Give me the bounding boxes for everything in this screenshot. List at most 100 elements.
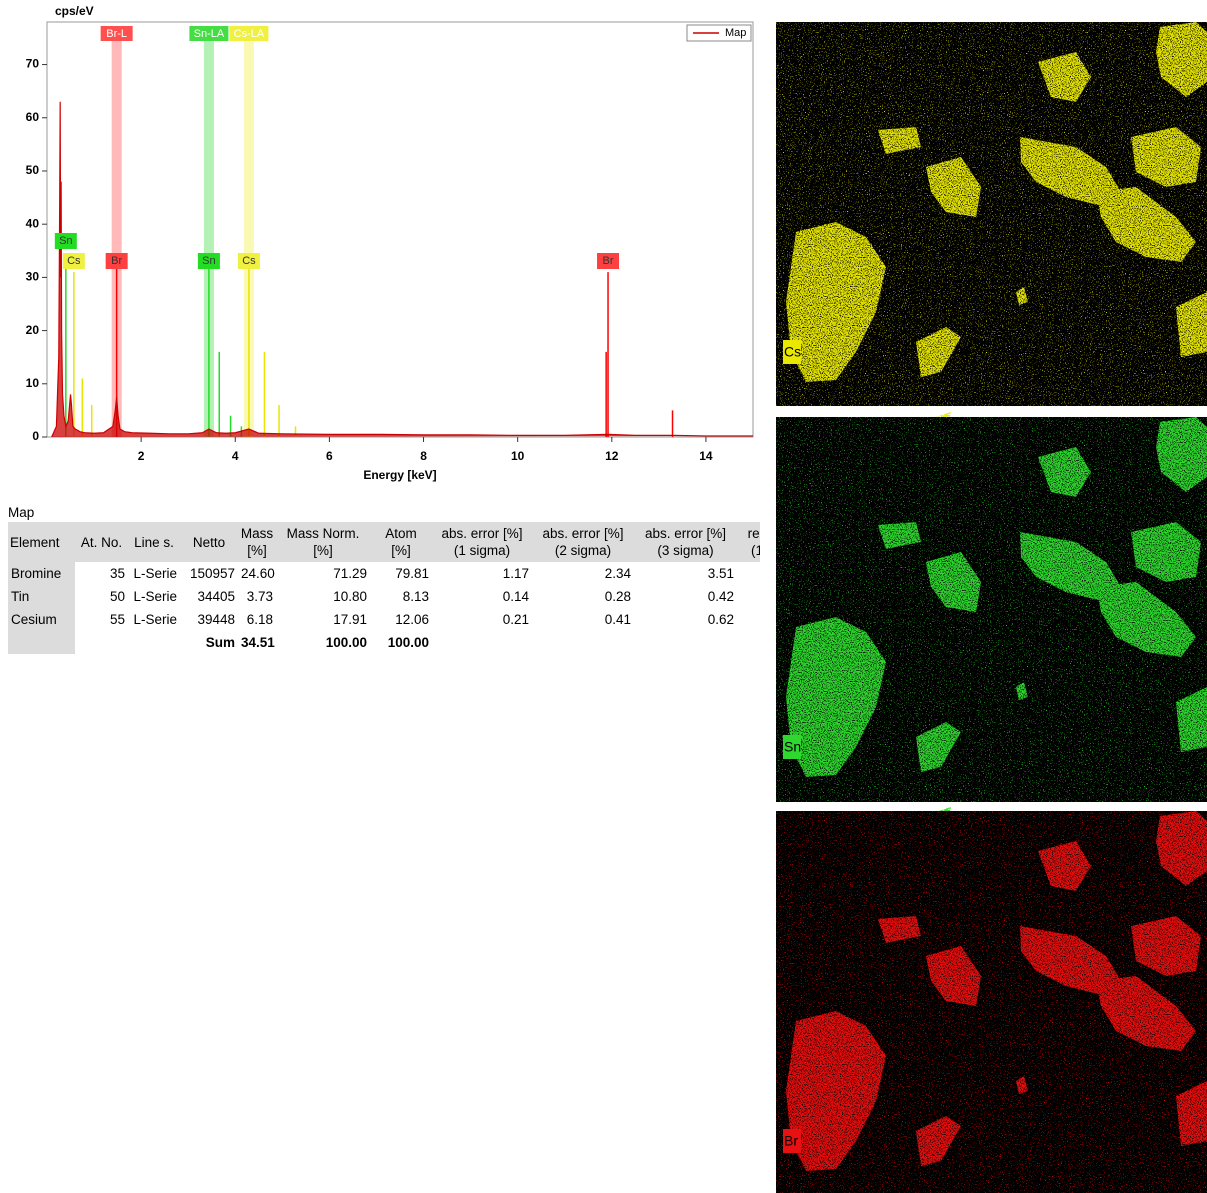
- map-region: [1176, 292, 1207, 357]
- table-cell: 71.29: [333, 566, 367, 581]
- table-cell: L-Serie: [133, 566, 177, 581]
- map-region: [1016, 682, 1028, 700]
- table-cell: 24.60: [241, 566, 275, 581]
- map-region: [926, 946, 981, 1006]
- x-tick-label: 12: [605, 449, 619, 463]
- band-label: Sn-LA: [194, 28, 225, 40]
- map-region: [916, 327, 961, 377]
- table-cell: 35: [109, 566, 125, 581]
- plot-frame: [46, 21, 754, 438]
- line-label-box: [237, 253, 260, 269]
- header-text: (1 sigma): [453, 543, 511, 558]
- result-table: Map Element At. No. Line s. Netto Mass [%] Mas…: [8, 505, 760, 654]
- map-label: Sn: [784, 739, 801, 755]
- line-label-box: [62, 253, 85, 269]
- table-cell: 50: [109, 589, 125, 604]
- map-region: [1096, 187, 1196, 262]
- map-region: [1131, 522, 1201, 582]
- sum-value: 100.00: [325, 635, 367, 650]
- y-tick-label: 0: [32, 429, 39, 443]
- map-label-box: [783, 1129, 801, 1153]
- table-cell: L-Serie: [133, 589, 177, 604]
- map-regions: [786, 811, 1207, 1171]
- header-cell: abs. error [%] (2 sigma): [532, 522, 634, 562]
- map-region: [1156, 22, 1207, 97]
- x-tick-label: 10: [511, 449, 525, 463]
- table-row: Cesium 55 L-Serie 39448 6.18 17.91 12.06 0.21 0.…: [8, 608, 760, 631]
- table-cell: 0.28: [604, 589, 631, 604]
- table-cell: [128, 631, 180, 654]
- map-region: [1020, 137, 1121, 207]
- line-label-box: [54, 233, 77, 249]
- header-text: Atom: [385, 526, 417, 541]
- table-cell: 34405: [197, 589, 235, 604]
- table-cell: 0.41: [604, 612, 631, 627]
- header-text: Mass: [240, 526, 274, 541]
- y-tick-label: 60: [26, 110, 40, 124]
- map-region: [1156, 417, 1207, 492]
- map-region: [1020, 926, 1121, 996]
- header-text: abs. error [%]: [542, 526, 624, 541]
- table-row: Tin 50 L-Serie 34405 3.73 10.80 8.13 0.14 0.28 0.…: [8, 585, 760, 608]
- header-cell: Mass Norm. [%]: [276, 522, 370, 562]
- band-label-box: [229, 26, 269, 41]
- map-regions: [786, 22, 1207, 432]
- map-region: [916, 1116, 961, 1166]
- table-cell: 0.42: [707, 589, 734, 604]
- map-region: [878, 522, 921, 549]
- header-cell: Line s.: [128, 522, 180, 562]
- table-cell: 6.18: [246, 612, 273, 627]
- map-region: [1038, 52, 1091, 102]
- table-cell: Cesium: [8, 608, 75, 631]
- header-text: Line s.: [134, 534, 174, 550]
- map-region: [1096, 976, 1196, 1051]
- sum-value: 100.00: [387, 635, 429, 650]
- table-cell: Bromine: [8, 562, 75, 585]
- table-cell: 55: [109, 612, 125, 627]
- sum-value: 34.51: [241, 635, 275, 650]
- y-tick-label: 20: [26, 323, 40, 337]
- header-text: (3 sigma): [657, 543, 714, 558]
- table-cell: 0.14: [502, 589, 529, 604]
- table-cell: 39448: [197, 612, 235, 627]
- map-region: [1131, 916, 1201, 976]
- map-region: [786, 222, 886, 382]
- band-label: Br-L: [106, 28, 127, 40]
- line-label: Cs: [242, 255, 256, 267]
- line-label: Sn: [202, 255, 215, 267]
- map-region: [878, 916, 921, 943]
- map-region: [1176, 687, 1207, 752]
- sum-label: Sum: [205, 635, 235, 650]
- table-cell: 3.51: [707, 566, 734, 581]
- table-body: Bromine 35 L-Serie 150957 24.60 71.29 79.81 1.1…: [8, 562, 760, 654]
- header-cell: At. No.: [75, 522, 128, 562]
- table: Element At. No. Line s. Netto Mass [%] Mass No…: [8, 522, 760, 654]
- table-cell: 79.81: [395, 566, 429, 581]
- element-map: Sn: [776, 417, 1207, 827]
- map-region: [1176, 1081, 1207, 1146]
- line-label-box: [597, 253, 620, 269]
- header-text: abs. error [%]: [441, 526, 523, 541]
- header-cell: abs. error [%] (3 sigma): [634, 522, 737, 562]
- header-cell: Mass [%]: [238, 522, 276, 562]
- header-cell: Element: [8, 522, 75, 562]
- line-band: [111, 26, 122, 437]
- map-region: [1038, 841, 1091, 891]
- header-text: (2 sigma): [554, 543, 612, 558]
- map-label: Cs: [784, 344, 801, 360]
- spectrum-chart: cps/eV Energy [keV] 0 10 20 30 40 50 60 70 2 4 6 8 1…: [26, 4, 754, 482]
- table-cell: 0.21: [502, 612, 529, 627]
- header-text: Mass Norm.: [286, 526, 360, 541]
- y-tick-label: 10: [26, 376, 40, 390]
- x-tick-label: 14: [699, 449, 713, 463]
- header-row: Element At. No. Line s. Netto Mass [%] Mass No…: [8, 522, 760, 562]
- y-axis-title: cps/eV: [55, 4, 94, 18]
- map-region: [878, 127, 921, 154]
- table-row: Bromine 35 L-Serie 150957 24.60 71.29 79.81 1.1…: [8, 562, 760, 585]
- header-cell: Netto: [180, 522, 238, 562]
- band-label-box: [100, 26, 133, 41]
- x-axis-title: Energy [keV]: [363, 468, 436, 482]
- element-map: Br: [776, 811, 1207, 1193]
- legend-label: Map: [725, 27, 746, 39]
- map-region: [1038, 447, 1091, 497]
